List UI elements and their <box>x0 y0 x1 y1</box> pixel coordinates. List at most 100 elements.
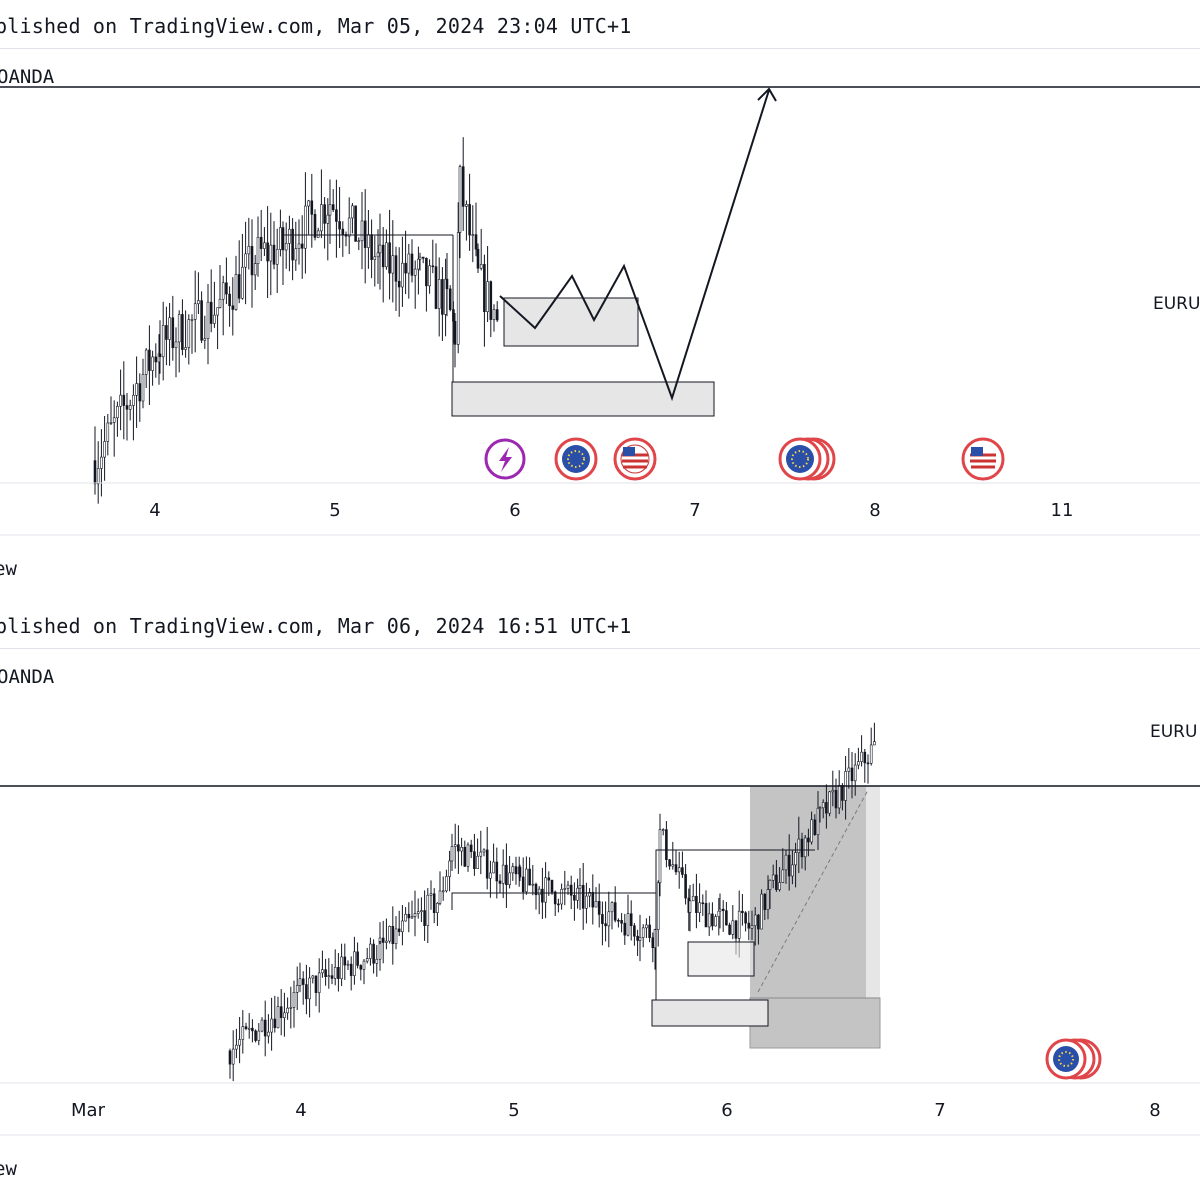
candle <box>401 262 404 288</box>
candle <box>286 1007 289 1014</box>
consolidation-zone[interactable] <box>687 941 755 977</box>
candle <box>766 889 770 910</box>
candles <box>228 722 876 1082</box>
eu-flag-icon[interactable] <box>778 437 836 481</box>
candle <box>825 802 828 814</box>
consolidation-zone[interactable] <box>503 297 639 347</box>
candle <box>418 256 422 260</box>
position-profit-zone[interactable] <box>750 786 866 998</box>
candle <box>337 967 340 979</box>
candle <box>304 205 307 249</box>
candle <box>695 895 698 913</box>
candle <box>359 965 363 970</box>
candle <box>407 253 411 274</box>
candle <box>362 960 366 970</box>
candle <box>416 911 420 914</box>
demand-zone[interactable] <box>451 381 715 417</box>
candlestick-chart[interactable]: Mar 4 5 6 7 8 <box>0 600 1200 1200</box>
x-tick-label: 5 <box>508 1100 519 1121</box>
candle <box>171 317 175 348</box>
structure-line[interactable] <box>451 892 656 910</box>
us-flag-icon[interactable] <box>613 437 657 481</box>
candle <box>633 925 636 937</box>
candle <box>641 927 645 938</box>
candle <box>349 963 353 976</box>
candle <box>514 866 518 875</box>
candle <box>394 928 398 944</box>
candle <box>292 992 296 1008</box>
candle <box>620 920 623 924</box>
candle <box>434 266 438 309</box>
candle <box>707 913 711 928</box>
candle <box>187 319 191 348</box>
lightning-event-icon[interactable] <box>484 438 526 480</box>
header-divider <box>0 648 1200 649</box>
candle <box>450 846 454 862</box>
candle <box>269 244 273 262</box>
candle <box>869 744 873 764</box>
candle <box>324 969 327 977</box>
candle <box>645 924 648 929</box>
candle <box>438 890 442 904</box>
candle <box>367 234 370 248</box>
candle <box>473 851 476 869</box>
candle <box>128 405 132 410</box>
us-flag-icon[interactable] <box>961 437 1005 481</box>
candle <box>373 256 377 260</box>
candle <box>116 405 119 419</box>
candle <box>757 914 760 930</box>
candle <box>834 790 838 809</box>
candle <box>771 874 775 881</box>
candle <box>623 922 627 936</box>
structure-line-2[interactable] <box>655 849 815 1000</box>
candle <box>244 1026 248 1029</box>
candle <box>200 300 203 341</box>
projection-path[interactable] <box>499 89 770 402</box>
candle <box>298 978 302 986</box>
candle <box>213 314 216 324</box>
candle <box>279 227 282 250</box>
candle <box>501 864 505 884</box>
demand-zone[interactable] <box>651 999 769 1027</box>
candle <box>256 236 260 264</box>
candle <box>356 951 359 966</box>
candle <box>445 278 449 290</box>
eu-flag-icon[interactable] <box>1045 1038 1102 1080</box>
candle <box>741 910 744 914</box>
candle <box>651 937 655 948</box>
candle <box>431 265 435 268</box>
candle <box>813 819 817 835</box>
candle <box>273 1018 277 1029</box>
chart-panel-bottom: blished on TradingView.com, Mar 06, 2024… <box>0 600 1200 1200</box>
candle <box>237 274 241 299</box>
candle <box>351 205 354 219</box>
candle <box>853 764 857 782</box>
candle <box>797 838 801 853</box>
candle <box>629 913 633 927</box>
candle <box>448 288 452 310</box>
candle <box>511 866 515 874</box>
candle <box>391 926 395 944</box>
candle <box>289 1007 293 1009</box>
candle <box>316 230 320 238</box>
candle <box>109 422 113 424</box>
candle <box>550 879 554 893</box>
published-header: blished on TradingView.com, Mar 06, 2024… <box>0 614 632 638</box>
position-stop-zone[interactable] <box>749 997 881 1049</box>
x-tick-label: 6 <box>721 1100 732 1121</box>
candle <box>225 282 228 295</box>
candle <box>578 885 582 889</box>
symbol-label: OANDA <box>0 666 55 688</box>
candle <box>300 243 304 249</box>
eu-flag-icon[interactable] <box>554 437 598 481</box>
candle <box>437 279 441 309</box>
candle <box>841 785 844 801</box>
candle <box>372 943 375 964</box>
chart-panel-top: blished on TradingView.com, Mar 05, 2024… <box>0 0 1200 600</box>
candlestick-chart[interactable]: 4 5 6 7 8 11 <box>0 0 1200 600</box>
candle <box>338 221 341 230</box>
candle <box>413 913 417 917</box>
candle <box>498 880 502 884</box>
candle <box>604 923 607 927</box>
structure-line[interactable] <box>282 234 453 285</box>
